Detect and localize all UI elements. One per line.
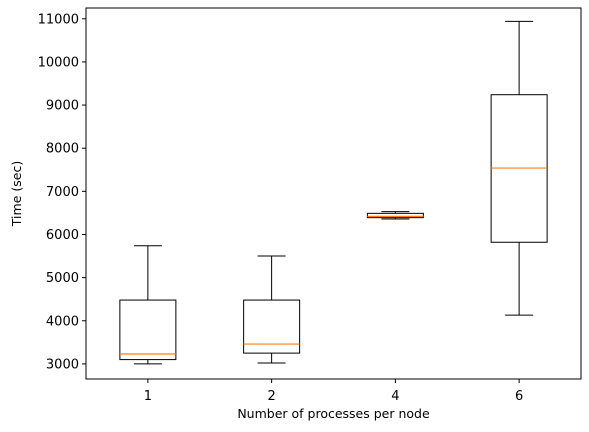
x-tick-label: 6	[515, 389, 523, 404]
y-tick-label: 7000	[46, 185, 79, 200]
x-axis-label: Number of processes per node	[237, 406, 430, 421]
y-tick-label: 11000	[38, 12, 79, 27]
y-tick-label: 4000	[46, 314, 79, 329]
y-tick-label: 10000	[38, 55, 79, 70]
y-tick-label: 8000	[46, 142, 79, 157]
x-axis: 1 2 4 6	[144, 379, 523, 404]
y-tick-label: 6000	[46, 228, 79, 243]
y-tick-label: 5000	[46, 271, 79, 286]
x-tick-label: 1	[144, 389, 152, 404]
y-axis-label: Time (sec)	[9, 161, 24, 227]
y-tick-label: 3000	[46, 357, 79, 372]
iqr-box	[366, 212, 424, 219]
box-1	[119, 245, 177, 365]
box-4	[366, 211, 424, 220]
iqr-box	[119, 299, 177, 361]
iqr-box	[243, 299, 301, 354]
box-6	[490, 20, 548, 316]
y-axis: 3000 4000 5000 6000 7000 8000 9000 10000 11000	[38, 12, 86, 372]
box-series	[119, 20, 548, 365]
x-tick-label: 4	[391, 389, 399, 404]
plot-area	[85, 7, 582, 380]
x-tick-label: 2	[267, 389, 275, 404]
box-2	[243, 255, 301, 364]
y-tick-label: 9000	[46, 99, 79, 114]
